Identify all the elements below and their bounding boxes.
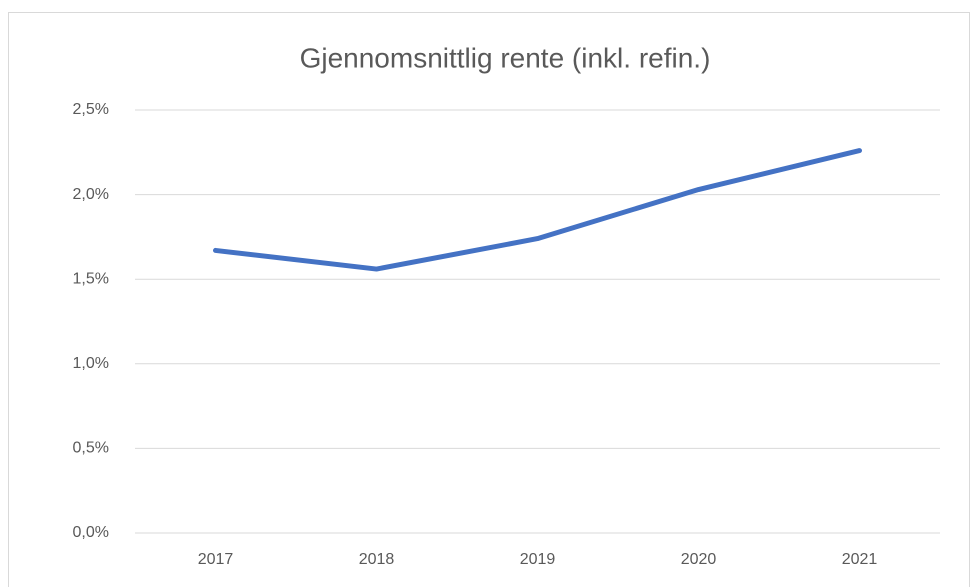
x-tick-label: 2019: [520, 551, 556, 568]
x-tick-label: 2018: [359, 551, 395, 568]
y-tick-label: 0,0%: [73, 524, 109, 541]
y-tick-label: 2,5%: [73, 101, 109, 118]
data-line: [213, 148, 862, 272]
chart-title: Gjennomsnittlig rente (inkl. refin.): [300, 42, 711, 73]
y-tick-label: 0,5%: [73, 440, 109, 457]
x-tick-label: 2021: [842, 551, 878, 568]
chart-frame: [8, 12, 970, 587]
y-tick-label: 1,0%: [73, 355, 109, 372]
y-tick-label: 1,5%: [73, 270, 109, 287]
x-tick-label: 2017: [198, 551, 234, 568]
x-tick-label: 2020: [681, 551, 717, 568]
y-tick-label: 2,0%: [73, 186, 109, 203]
